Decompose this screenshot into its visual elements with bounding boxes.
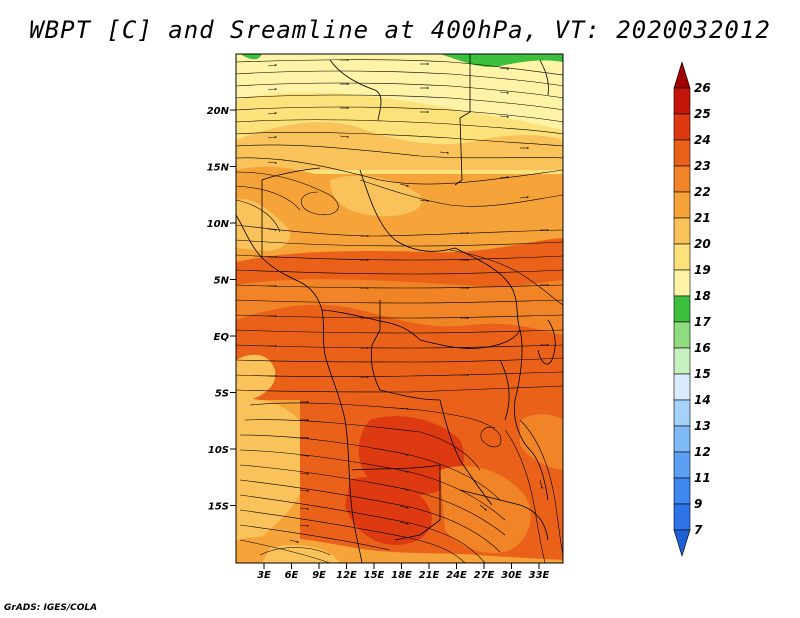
colorbar-swatch	[673, 60, 691, 89]
lat-label: 15N	[207, 163, 230, 174]
longitude-axis: 3E 6E 9E 12E 15E 18E 21E 24E 27E 30E 33E	[257, 563, 550, 581]
colorbar-label: 12	[694, 445, 711, 459]
map-frame	[235, 53, 564, 564]
colorbar-label: 26	[694, 81, 711, 95]
colorbar-swatch	[673, 321, 691, 349]
wbpt-field	[236, 54, 563, 563]
colorbar-swatch	[673, 269, 691, 297]
map-title: WBPT [C] and Sreamline at 400hPa, VT: 20…	[29, 16, 771, 44]
colorbar-swatch	[673, 399, 691, 427]
colorbar-swatch	[673, 425, 691, 453]
lat-label: 5N	[214, 276, 230, 287]
streamline-arrows	[267, 59, 550, 543]
lon-label: 3E	[257, 570, 271, 581]
colorbar-label: 14	[694, 393, 711, 407]
colorbar-label: 25	[694, 107, 711, 121]
lon-label: 15E	[364, 570, 385, 581]
colorbar-label: 18	[694, 289, 711, 303]
grads-credit: GrADS: IGES/COLA	[4, 603, 98, 613]
colorbar-label: 16	[694, 341, 711, 355]
lon-label: 24E	[446, 570, 467, 581]
colorbar-label: 13	[694, 419, 711, 433]
colorbar-swatch	[673, 217, 691, 245]
lat-label: 10N	[207, 219, 230, 230]
colorbar-label: 20	[694, 237, 711, 251]
colorbar-swatch	[673, 113, 691, 141]
lon-label: 12E	[336, 570, 357, 581]
lon-label: 33E	[529, 570, 550, 581]
lon-label: 6E	[285, 570, 299, 581]
colorbar-swatch	[673, 503, 691, 531]
lon-label: 27E	[474, 570, 495, 581]
colorbar-label: 7	[694, 523, 703, 537]
colorbar-label: 22	[694, 185, 711, 199]
colorbar-swatch	[673, 295, 691, 323]
streamlines	[236, 59, 563, 563]
lon-label: 30E	[501, 570, 522, 581]
colorbar-swatch	[673, 243, 691, 271]
colorbar-label: 15	[694, 367, 711, 381]
colorbar-swatch	[673, 451, 691, 479]
colorbar-swatch	[673, 529, 691, 558]
lat-label: 15S	[208, 502, 229, 513]
colorbar-label: 9	[694, 497, 702, 511]
lat-label: 5S	[215, 389, 229, 400]
lat-label: EQ	[214, 332, 230, 343]
lat-label: 20N	[207, 106, 230, 117]
colorbar-label: 11	[694, 471, 711, 485]
latitude-axis: 20N 15N 10N 5N EQ 5S 10S 15S	[207, 106, 236, 513]
colorbar: 26 25 24 23 22 21 20 19 18 17 16 15 14 13 12 11 9 7	[673, 60, 711, 558]
colorbar-label: 17	[694, 315, 711, 329]
colorbar-swatch	[673, 165, 691, 193]
colorbar-label: 23	[694, 159, 711, 173]
lon-label: 9E	[312, 570, 326, 581]
colorbar-swatch	[673, 87, 691, 115]
lon-label: 21E	[419, 570, 440, 581]
colorbar-label: 19	[694, 263, 711, 277]
colorbar-swatch	[673, 477, 691, 505]
colorbar-swatch	[673, 347, 691, 375]
colorbar-swatch	[673, 373, 691, 401]
lon-label: 18E	[391, 570, 412, 581]
lat-label: 10S	[208, 445, 229, 456]
colorbar-swatch	[673, 191, 691, 219]
colorbar-label: 21	[694, 211, 711, 225]
colorbar-swatch	[673, 139, 691, 167]
colorbar-label: 24	[694, 133, 711, 147]
